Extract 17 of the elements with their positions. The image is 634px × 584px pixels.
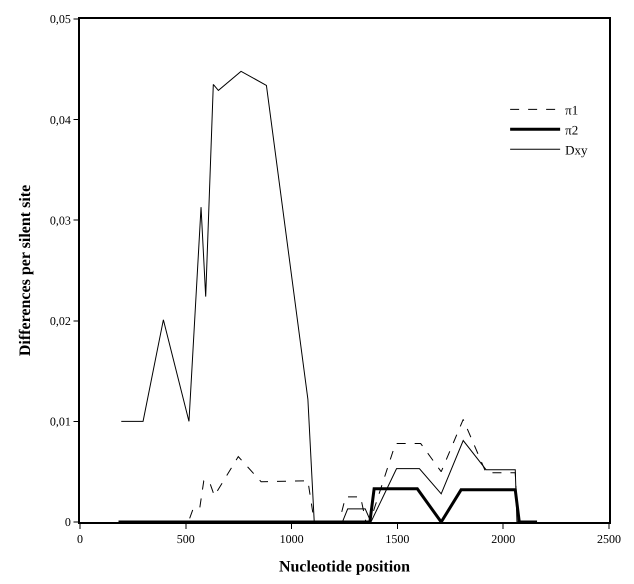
x-tick-label: 0 (77, 532, 83, 546)
y-tick-label: 0,05 (50, 12, 71, 26)
y-axis-title: Differences per silent site (17, 184, 34, 356)
x-tick-label: 2000 (491, 532, 516, 546)
x-tick-label: 1500 (385, 532, 410, 546)
y-tick-label: 0,03 (50, 213, 71, 228)
y-tick-label: 0,04 (50, 112, 71, 127)
y-tick-label: 0 (64, 515, 71, 530)
x-tick-label: 1000 (280, 532, 304, 546)
y-tick-label: 0,01 (50, 414, 71, 429)
x-axis-title: Nucleotide position (278, 558, 410, 576)
legend-label: π2 (565, 122, 578, 138)
legend-label: π1 (565, 102, 578, 118)
x-tick-label: 2500 (597, 532, 621, 546)
x-tick-label: 500 (176, 532, 195, 546)
legend-label: Dxy (565, 142, 588, 158)
y-tick-label: 0,02 (50, 314, 71, 328)
